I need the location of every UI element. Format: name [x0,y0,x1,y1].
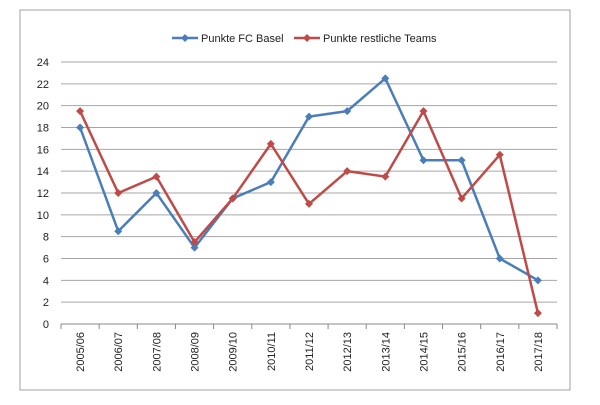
x-tick-label: 2014/15 [418,332,430,372]
data-point [381,74,390,83]
data-point [190,238,199,247]
x-tick-label: 2006/07 [113,332,125,372]
y-tick-label: 16 [37,144,49,156]
x-tick-label: 2007/08 [151,332,163,372]
data-point [419,107,428,116]
data-point [114,227,123,236]
data-point [343,167,352,176]
legend-marker-fc-basel [181,34,189,42]
data-point [305,112,313,121]
data-point [190,243,199,252]
data-point [266,139,275,148]
data-point [495,254,504,263]
data-point [533,276,542,285]
data-point [419,156,428,165]
y-tick-label: 10 [37,210,49,222]
data-point [152,172,161,181]
x-tick-label: 2012/13 [342,332,354,372]
data-point [381,172,390,181]
x-tick-label: 2011/12 [304,332,316,371]
y-tick-label: 14 [37,166,49,178]
data-point [266,178,275,187]
x-tick-label: 2015/16 [457,332,469,372]
y-tick-label: 6 [43,254,49,266]
x-tick-label: 2017/18 [533,332,545,372]
y-tick-label: 0 [43,319,49,331]
y-tick-label: 24 [37,57,49,69]
data-point [457,156,466,165]
data-point [305,199,313,208]
y-tick-label: 18 [37,123,49,135]
data-point [343,107,352,116]
y-tick-label: 2 [43,297,49,309]
data-point [114,189,123,197]
data-point [495,150,504,159]
x-tick-label: 2009/10 [228,332,240,372]
x-tick-label: 2010/11 [266,332,278,371]
y-tick-label: 22 [37,79,49,91]
x-tick-label: 2016/17 [495,332,507,372]
legend: Punkte FC Basel Punkte restliche Teams [172,33,437,45]
data-point [228,194,237,203]
y-tick-label: 4 [43,275,49,287]
y-tick-label: 8 [43,232,49,244]
legend-label-fc-basel: Punkte FC Basel [201,33,284,45]
data-point [457,194,466,203]
x-tick-label: 2008/09 [190,332,202,372]
x-tick-label: 2013/14 [380,332,392,372]
legend-label-restliche-teams: Punkte restliche Teams [323,33,437,45]
data-point [76,123,85,132]
chart-border [19,9,571,391]
data-point [533,309,542,318]
y-tick-label: 12 [37,188,49,200]
data-point [76,107,85,116]
x-tick-label: 2005/06 [75,332,87,372]
y-tick-label: 20 [37,101,49,113]
legend-marker-restliche-teams [303,34,311,42]
data-point [152,189,161,197]
